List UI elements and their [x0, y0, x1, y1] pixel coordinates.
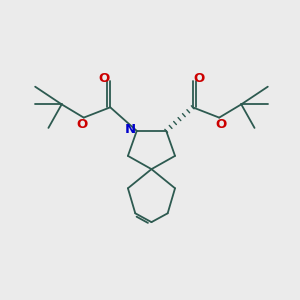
- Text: O: O: [215, 118, 226, 130]
- Text: N: N: [125, 123, 136, 136]
- Text: O: O: [77, 118, 88, 130]
- Text: O: O: [98, 72, 110, 85]
- Text: O: O: [194, 72, 205, 85]
